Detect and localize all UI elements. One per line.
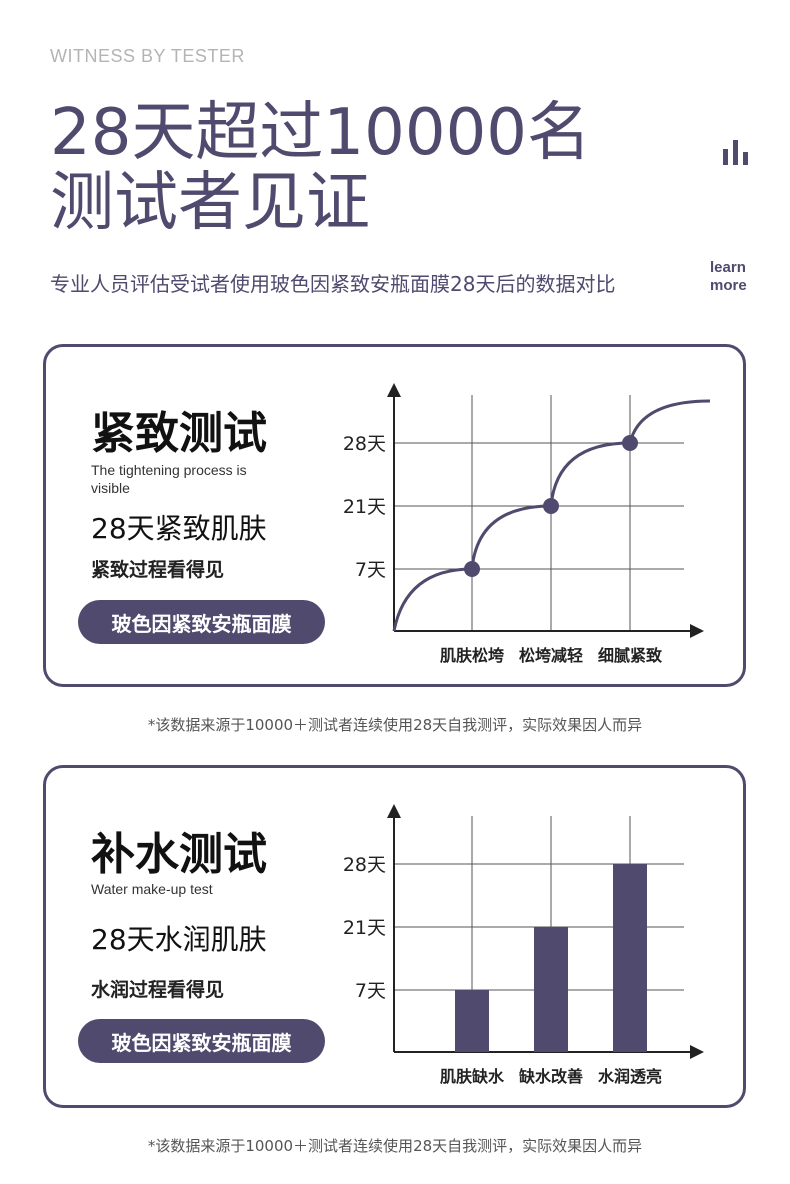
x-axis-arrow [690,1045,704,1059]
x-axis-arrow [690,624,704,638]
x-tick-label: 肌肤松垮 [440,646,504,665]
page-title-line2: 测试者见证 [50,166,370,240]
eyebrow-label: WITNESS BY TESTER [50,46,245,66]
data-point [464,561,480,577]
learn-more-line2: more [710,277,747,294]
card-claim: 28天紧致肌肤 [91,512,267,545]
y-tick-label: 7天 [355,559,386,581]
x-tick-label: 松垮减轻 [519,646,583,665]
y-tick-label: 28天 [343,854,386,876]
data-point [622,435,638,451]
learn-more-link[interactable]: learn more [710,259,747,295]
tightening-test-card: 紧致测试 The tightening process is visible 2… [43,344,746,687]
card-subline: 水润过程看得见 [91,979,225,1001]
x-tick-label: 肌肤缺水 [440,1067,505,1086]
hydration-test-card: 补水测试 Water make-up test 28天水润肌肤 水润过程看得见 … [43,765,746,1108]
card-heading: 补水测试 [91,829,267,880]
learn-more-line1: learn [710,259,746,276]
card-subline: 紧致过程看得见 [91,559,225,581]
card-english-caption: The tightening process is visible [91,462,247,496]
page-subtitle: 专业人员评估受试者使用玻色因紧致安瓶面膜28天后的数据对比 [50,272,616,296]
bar-chart-icon [723,140,748,165]
page-title-line1: 28天超过10000名 [50,96,592,170]
y-tick-label: 28天 [343,433,386,455]
data-source-note: *该数据来源于10000＋测试者连续使用28天自我测评，实际效果因人而异 [147,1137,643,1155]
y-tick-label: 21天 [343,917,386,939]
page-title: 28天超过10000名 测试者见证 [50,98,591,238]
series-line [392,399,711,632]
product-badge: 玻色因紧致安瓶面膜 [78,600,325,644]
data-bar [534,927,568,1052]
x-tick-label: 缺水改善 [519,1067,583,1086]
x-tick-label: 细腻紧致 [598,646,663,665]
card-heading: 紧致测试 [91,408,267,459]
y-axis-arrow [387,383,401,397]
card-claim: 28天水润肌肤 [91,923,267,956]
card-english-caption: Water make-up test [91,881,213,897]
product-badge: 玻色因紧致安瓶面膜 [78,1019,325,1063]
y-tick-label: 21天 [343,496,386,518]
data-point [543,498,559,514]
x-tick-label: 水润透亮 [598,1067,662,1086]
y-axis-arrow [387,804,401,818]
data-source-note: *该数据来源于10000＋测试者连续使用28天自我测评，实际效果因人而异 [147,716,643,734]
data-bar [613,864,647,1052]
data-bar [455,990,489,1052]
y-tick-label: 7天 [355,980,386,1002]
